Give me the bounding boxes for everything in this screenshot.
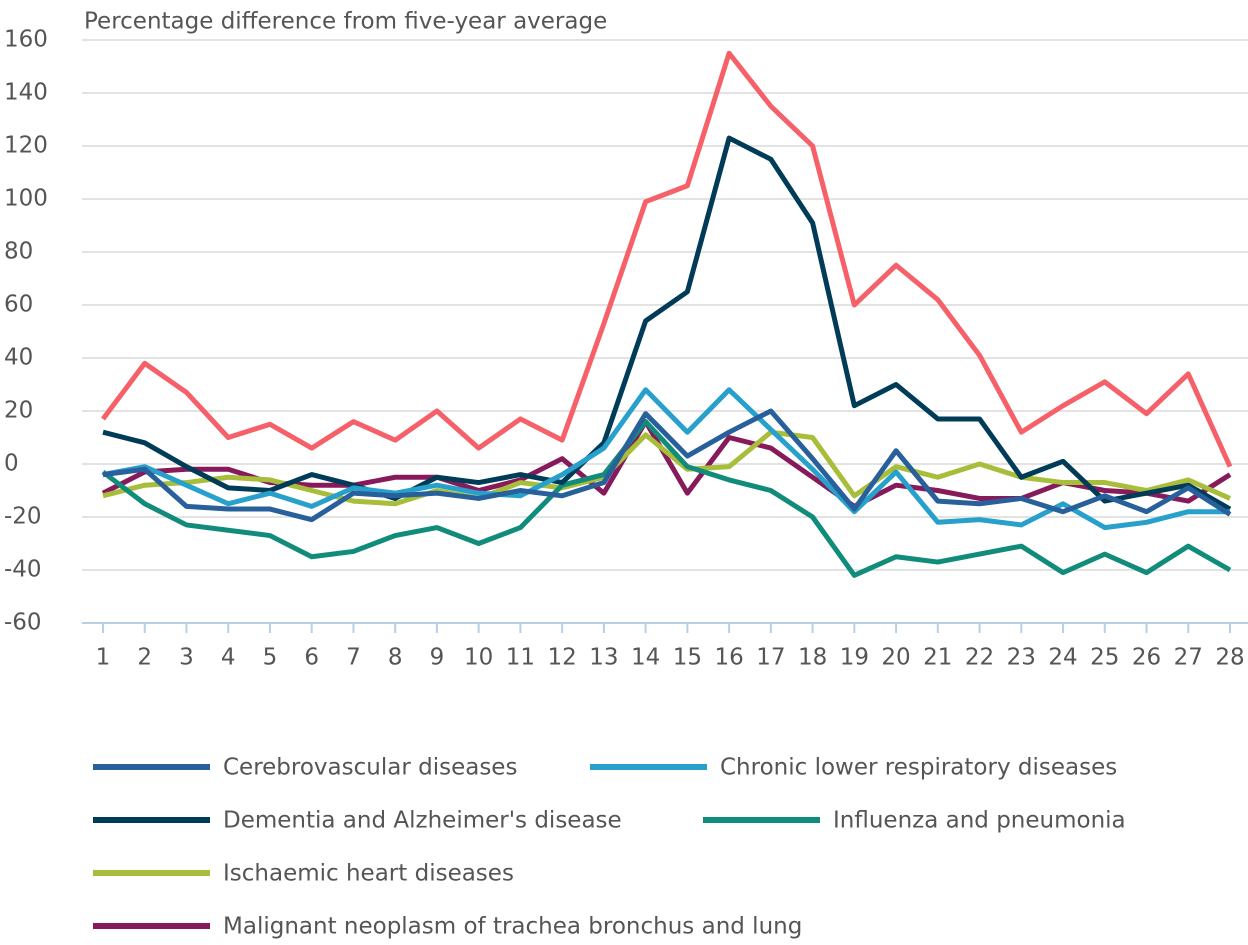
series-line [102,387,1230,531]
y-tick-label: 40 [4,345,33,371]
legend-label: Dementia and Alzheimer's disease [223,808,622,834]
x-tick-label: 4 [221,645,236,671]
x-tick-label: 18 [798,645,827,671]
y-tick-label: 140 [4,80,48,106]
legend-label: Influenza and pneumonia [833,808,1126,834]
x-tick-label: 10 [464,645,493,671]
x-tick-label: 14 [631,645,660,671]
x-tick-label: 5 [263,645,278,671]
x-tick-label: 28 [1215,645,1244,671]
x-tick-label: 9 [430,645,445,671]
legend-label: Cerebrovascular diseases [223,755,517,781]
x-tick-label: 11 [506,645,535,671]
x-tick-label: 6 [304,645,319,671]
x-tick-label: 21 [923,645,952,671]
series-line [102,408,1232,523]
y-tick-label: 20 [4,398,33,424]
legend-label: Malignant neoplasm of trachea bronchus a… [223,914,802,940]
y-tick-label: -60 [4,610,42,636]
series-line [101,50,1233,468]
y-tick-label: 80 [4,239,33,265]
legend-label: Ischaemic heart diseases [223,861,514,887]
y-tick-label: 160 [4,27,48,53]
x-tick-label: 2 [137,645,152,671]
x-tick-label: 8 [388,645,403,671]
y-tick-label: -20 [4,504,42,530]
x-tick-label: 13 [589,645,618,671]
y-tick-label: 0 [4,451,19,477]
x-tick-label: 25 [1090,645,1119,671]
x-tick-label: 20 [881,645,910,671]
x-tick-label: 3 [179,645,194,671]
x-tick-label: 15 [673,645,702,671]
series-line [101,419,1232,578]
x-tick-label: 1 [96,645,111,671]
series-line [102,135,1232,512]
x-tick-label: 19 [840,645,869,671]
chart-title: Percentage difference from five-year ave… [84,9,607,35]
x-tick-label: 22 [965,645,994,671]
y-tick-label: -40 [4,557,42,583]
y-tick-label: 100 [4,186,48,212]
x-tick-label: 27 [1174,645,1203,671]
x-tick-label: 7 [346,645,361,671]
x-tick-label: 16 [714,645,743,671]
y-tick-label: 60 [4,292,33,318]
legend-label: Chronic lower respiratory diseases [720,755,1117,781]
x-tick-label: 24 [1048,645,1077,671]
x-tick-label: 17 [756,645,785,671]
y-tick-label: 120 [4,133,48,159]
x-tick-label: 26 [1132,645,1161,671]
x-tick-label: 12 [548,645,577,671]
x-tick-label: 23 [1007,645,1036,671]
